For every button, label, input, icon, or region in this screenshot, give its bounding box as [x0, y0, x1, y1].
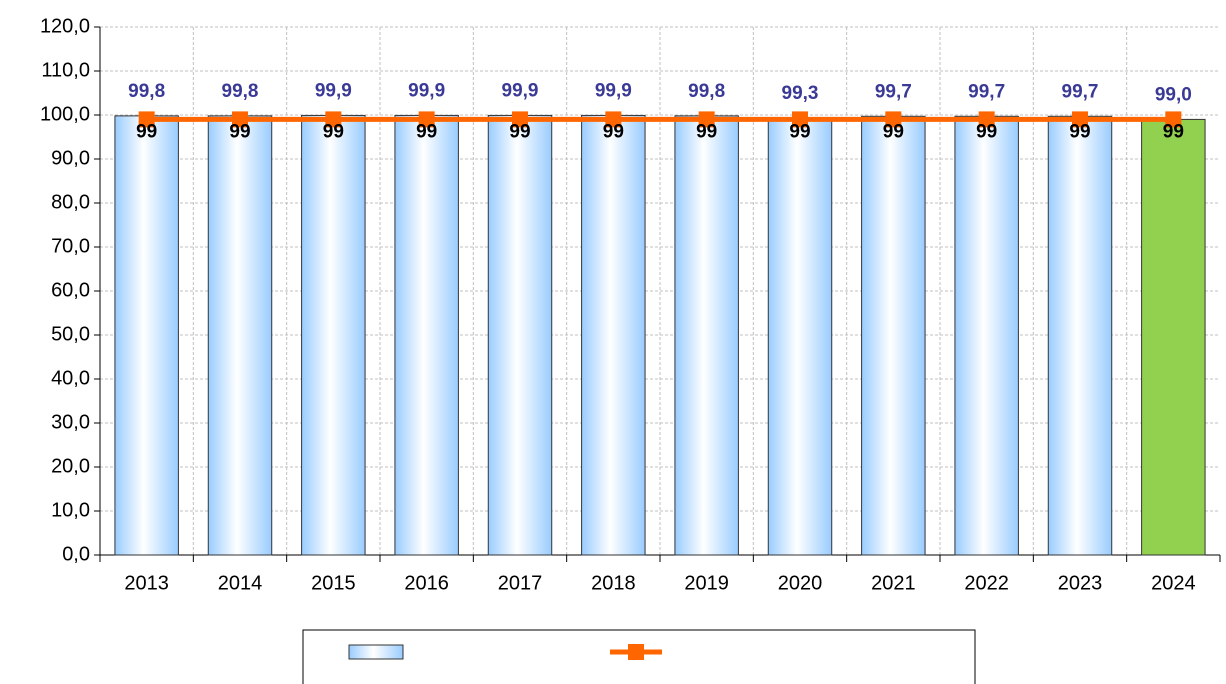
- line-value-label: 99: [789, 121, 810, 142]
- line-value-label: 99: [1163, 121, 1184, 142]
- y-tick-label: 40,0: [51, 367, 90, 389]
- line-marker: [885, 111, 902, 128]
- legend-swatch: [348, 644, 404, 660]
- bar: [674, 115, 739, 556]
- bar-value-label: 99,8: [128, 81, 165, 102]
- bar: [301, 114, 366, 556]
- bar-value-label: 99,7: [1062, 81, 1099, 102]
- x-tick-label: 2023: [1058, 572, 1103, 594]
- bar-value-label: 99,9: [408, 80, 445, 101]
- bar: [487, 114, 553, 556]
- x-tick-label: 2016: [404, 572, 449, 594]
- y-tick-label: 80,0: [51, 191, 90, 213]
- line-value-label: 99: [603, 121, 624, 142]
- legend-swatch: [628, 644, 644, 660]
- bar: [767, 117, 833, 556]
- line-marker: [418, 111, 435, 128]
- line-marker: [698, 111, 715, 128]
- bar-value-label: 99,9: [595, 80, 632, 101]
- bar-value-label: 99,8: [222, 81, 259, 102]
- y-tick-label: 0,0: [62, 543, 90, 565]
- line-value-label: 99: [136, 121, 157, 142]
- line-value-label: 99: [229, 121, 250, 142]
- y-tick-label: 10,0: [51, 499, 90, 521]
- y-tick-label: 120,0: [40, 15, 90, 37]
- bar-value-label: 99,9: [502, 80, 539, 101]
- bar-value-label: 99,8: [688, 81, 725, 102]
- line-value-label: 99: [509, 121, 530, 142]
- bar: [1141, 118, 1206, 556]
- x-tick-label: 2019: [684, 572, 729, 594]
- x-tick-label: 2015: [311, 572, 356, 594]
- line-marker: [512, 111, 528, 128]
- x-tick-label: 2018: [591, 572, 636, 594]
- bar-value-label: 99,7: [875, 81, 912, 102]
- line-value-label: 99: [976, 121, 997, 142]
- y-tick-label: 110,0: [41, 59, 90, 81]
- x-tick-label: 2022: [964, 572, 1009, 594]
- bar-value-label: 99,3: [782, 83, 819, 104]
- line-marker: [792, 111, 808, 128]
- bar-value-label: 99,9: [315, 80, 352, 101]
- bar: [114, 115, 179, 556]
- y-tick-label: 20,0: [51, 455, 90, 477]
- line-marker: [1165, 111, 1182, 128]
- y-tick-label: 30,0: [51, 411, 90, 433]
- bar-value-label: 99,0: [1155, 84, 1192, 105]
- x-tick-label: 2017: [498, 572, 543, 594]
- line-marker: [605, 111, 622, 128]
- x-tick-label: 2024: [1151, 572, 1196, 594]
- bar: [1047, 115, 1113, 556]
- line-marker: [978, 111, 995, 128]
- line-marker: [138, 111, 155, 128]
- line-value-label: 99: [883, 121, 904, 142]
- y-tick-label: 50,0: [51, 323, 90, 345]
- x-tick-label: 2013: [124, 572, 169, 594]
- bar: [861, 115, 926, 556]
- y-tick-label: 100,0: [40, 103, 90, 125]
- bar: [581, 114, 646, 556]
- y-tick-label: 70,0: [51, 235, 90, 257]
- y-tick-label: 60,0: [51, 279, 90, 301]
- line-marker: [232, 111, 248, 128]
- y-tick-label: 90,0: [51, 147, 90, 169]
- bar: [954, 115, 1019, 556]
- x-tick-label: 2020: [778, 572, 823, 594]
- bar-value-label: 99,7: [968, 81, 1005, 102]
- line-value-label: 99: [696, 121, 717, 142]
- x-tick-label: 2021: [871, 572, 916, 594]
- line-value-label: 99: [1069, 121, 1090, 142]
- bar: [394, 114, 459, 556]
- line-marker: [325, 111, 342, 128]
- line-value-label: 99: [416, 121, 437, 142]
- line-marker: [1072, 111, 1088, 128]
- bar: [207, 115, 273, 556]
- x-tick-label: 2014: [218, 572, 263, 594]
- line-value-label: 99: [323, 121, 344, 142]
